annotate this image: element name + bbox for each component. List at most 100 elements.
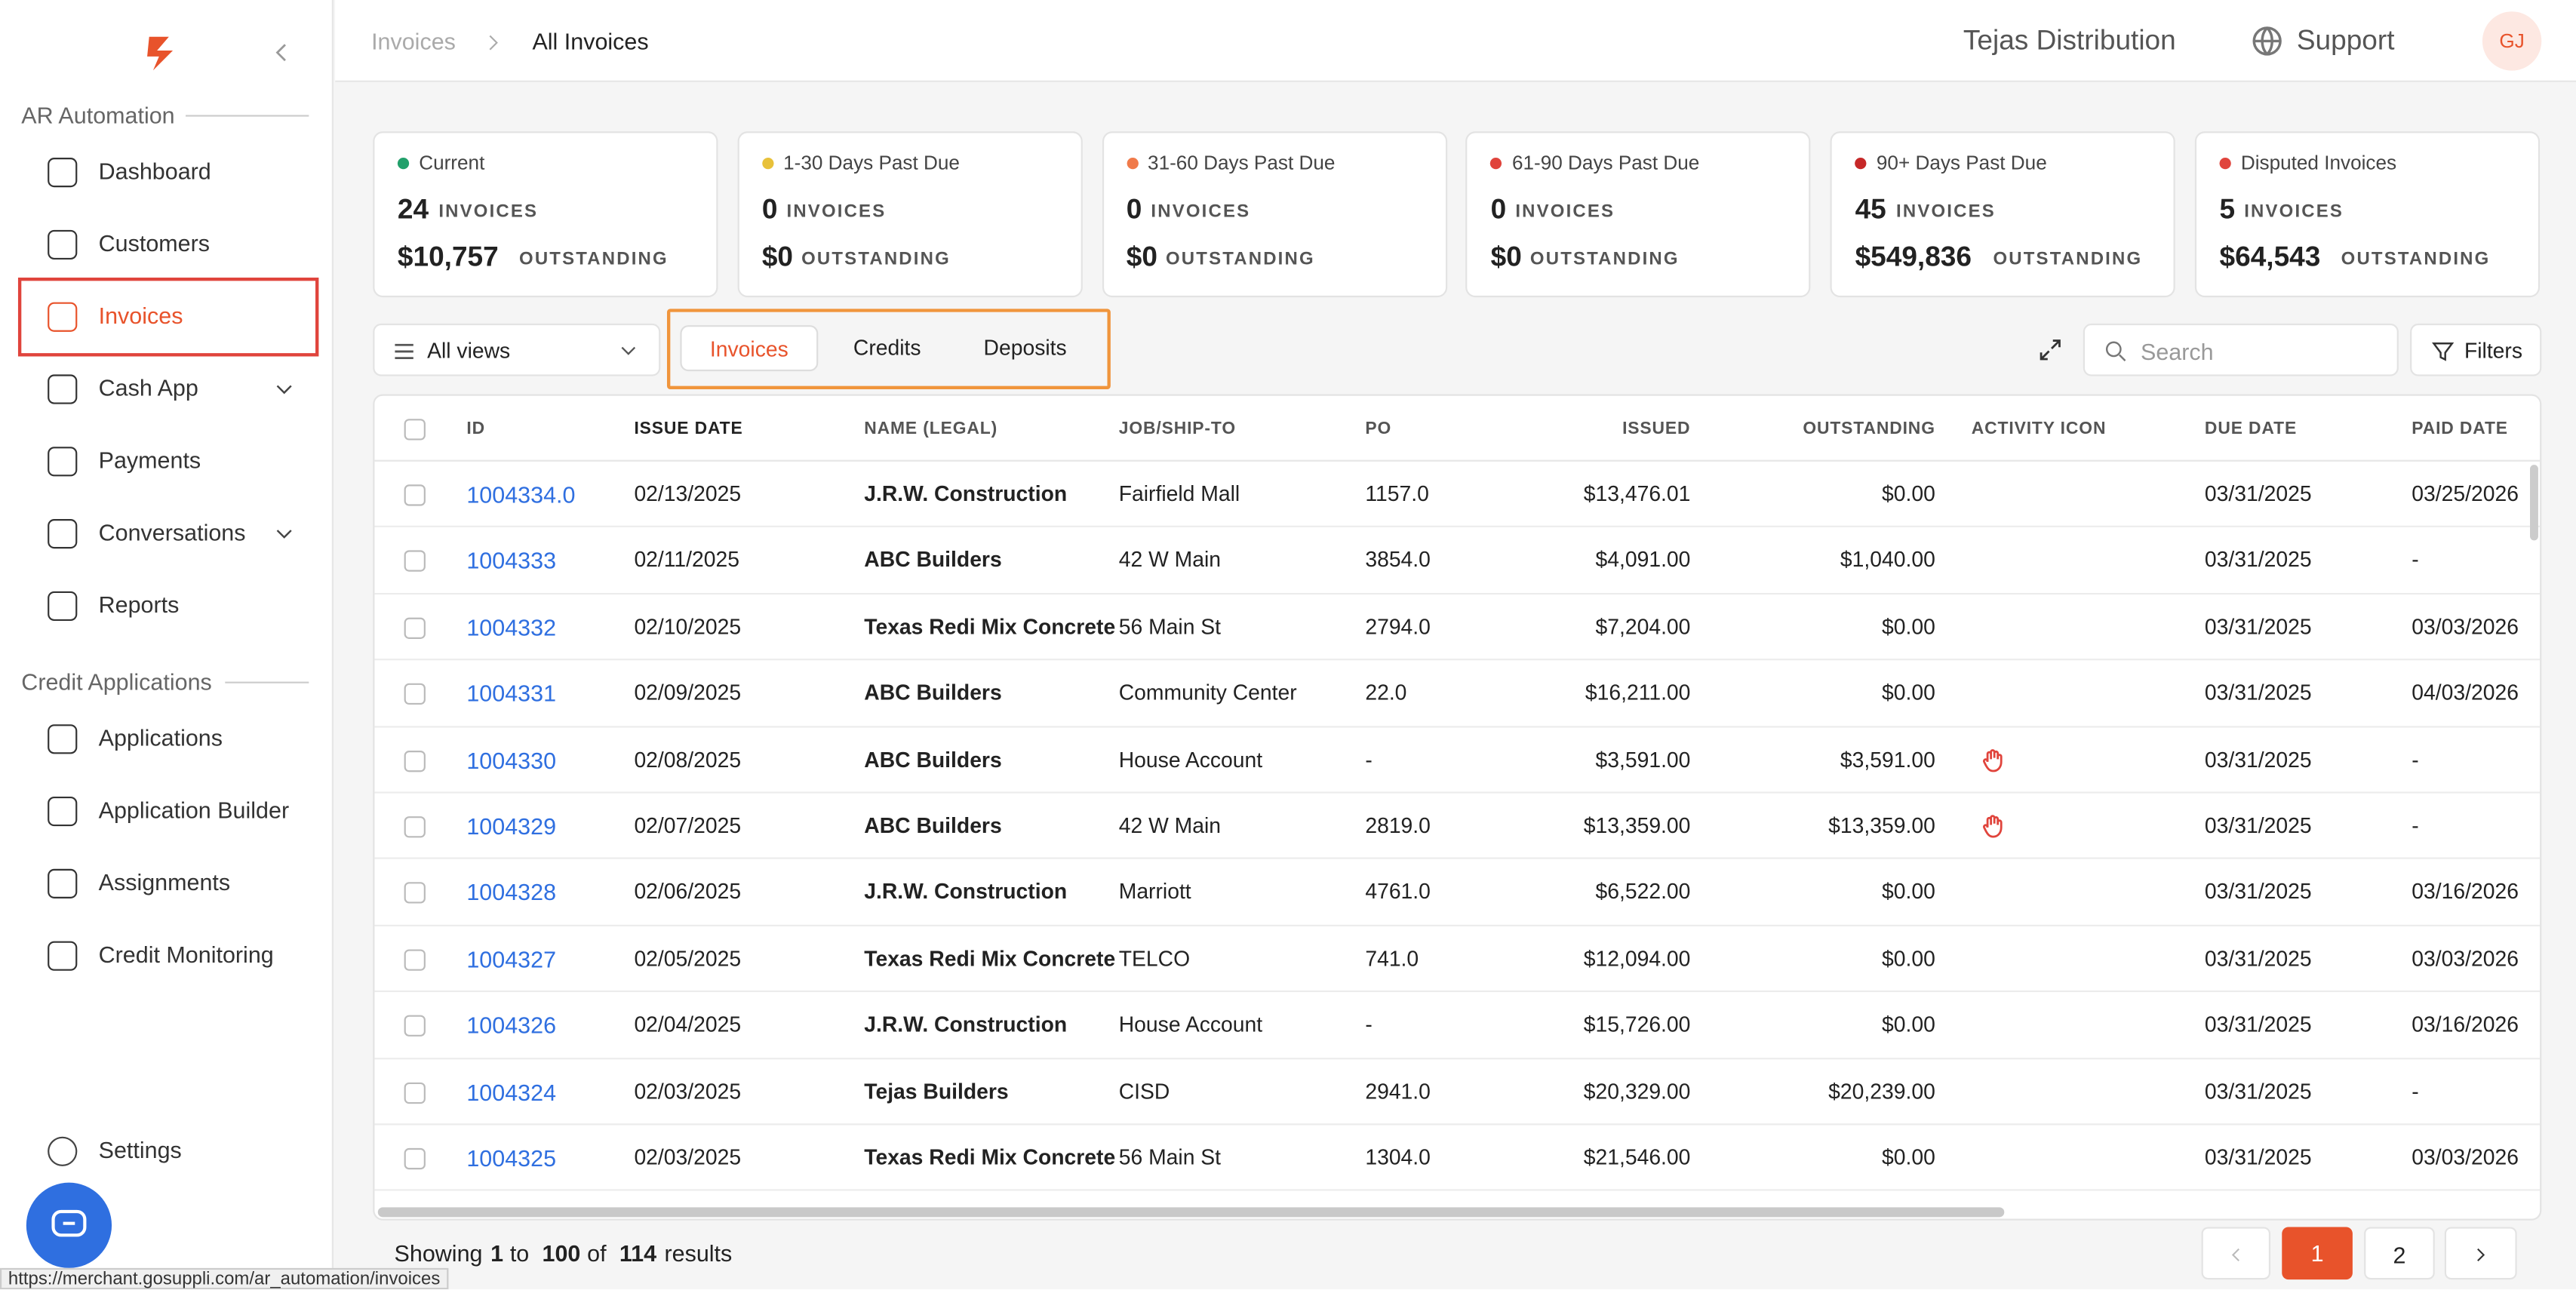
column-header[interactable]: ISSUE DATE bbox=[634, 419, 743, 439]
row-checkbox[interactable] bbox=[404, 1081, 426, 1104]
summary-card[interactable]: 1-30 Days Past Due 0 INVOICES $0 OUTSTANDING bbox=[737, 131, 1083, 298]
invoice-link[interactable]: 1004324 bbox=[466, 1078, 557, 1105]
invoice-link[interactable]: 1004326 bbox=[466, 1012, 557, 1039]
cell: Texas Redi Mix Concrete bbox=[864, 1144, 1116, 1170]
page-button[interactable]: 1 bbox=[2282, 1227, 2353, 1280]
cell: - bbox=[2412, 547, 2419, 573]
row-checkbox[interactable] bbox=[404, 551, 426, 573]
row-checkbox[interactable] bbox=[404, 683, 426, 705]
column-header[interactable]: ID bbox=[466, 419, 485, 439]
nav-item[interactable]: Invoices bbox=[98, 302, 183, 329]
nav-item[interactable]: Settings bbox=[98, 1136, 182, 1163]
cell: Marriott bbox=[1118, 879, 1191, 905]
support-link[interactable]: Support bbox=[2296, 24, 2395, 57]
page-button[interactable]: 2 bbox=[2364, 1227, 2435, 1280]
row-checkbox[interactable] bbox=[404, 484, 426, 506]
tab-label: Credits bbox=[853, 335, 921, 360]
table-row[interactable]: 1004332 02/10/2025 Texas Redi Mix Concrete… bbox=[374, 594, 2541, 661]
card-count: 0 bbox=[761, 193, 778, 226]
summary-card[interactable]: 90+ Days Past Due 45 INVOICES $549,836 OUTST… bbox=[1830, 131, 2176, 298]
nav-icon ico bbox=[48, 724, 78, 754]
invoice-link[interactable]: 1004332 bbox=[466, 613, 557, 640]
row-checkbox[interactable] bbox=[404, 883, 426, 905]
column-header[interactable]: OUTSTANDING bbox=[1803, 419, 1935, 439]
row-checkbox[interactable] bbox=[404, 1147, 426, 1170]
status-url: https://merchant.gosuppli.com/ar_automat… bbox=[0, 1267, 449, 1290]
table-row[interactable]: 1004325 02/03/2025 Texas Redi Mix Concrete… bbox=[374, 1125, 2541, 1192]
cell: 03/31/2025 bbox=[2204, 812, 2312, 838]
nav-item[interactable]: Customers bbox=[98, 229, 211, 256]
nav-item[interactable]: Application Builder bbox=[98, 796, 290, 823]
company-name[interactable]: Tejas Distribution bbox=[1963, 24, 2176, 57]
header-checkbox[interactable] bbox=[404, 419, 426, 441]
view-select[interactable]: All views bbox=[373, 323, 661, 376]
nav-item[interactable]: Assignments bbox=[98, 868, 231, 895]
cell: $21,546.00 bbox=[1583, 1144, 1691, 1170]
nav-item[interactable]: Applications bbox=[98, 724, 223, 751]
invoice-link[interactable]: 1004334.0 bbox=[466, 481, 576, 508]
cell: $0.00 bbox=[1881, 481, 1935, 506]
column-header[interactable]: NAME (LEGAL) bbox=[864, 419, 998, 439]
nav-item[interactable]: Payments bbox=[98, 447, 201, 474]
column-header[interactable]: JOB/SHIP-TO bbox=[1118, 419, 1237, 439]
summary-card[interactable]: 61-90 Days Past Due 0 INVOICES $0 OUTSTANDIN… bbox=[1466, 131, 1812, 298]
column-header[interactable]: DUE DATE bbox=[2204, 419, 2298, 439]
summary-card[interactable]: Disputed Invoices 5 INVOICES $64,543 OUTSTAN… bbox=[2194, 131, 2541, 298]
summary-card[interactable]: Current 24 INVOICES $10,757 OUTSTANDING bbox=[373, 131, 718, 298]
cell: $1,040.00 bbox=[1840, 547, 1935, 573]
column-header[interactable]: PAID DATE bbox=[2412, 419, 2508, 439]
status-dot bbox=[761, 158, 774, 170]
prev-page[interactable] bbox=[2201, 1227, 2271, 1280]
cell: $20,239.00 bbox=[1828, 1078, 1935, 1104]
table-row[interactable]: 1004324 02/03/2025 Tejas Builders CISD 2941.… bbox=[374, 1058, 2541, 1126]
invoice-link[interactable]: 1004329 bbox=[466, 812, 557, 840]
row-checkbox[interactable] bbox=[404, 949, 426, 971]
active-highlight bbox=[17, 277, 319, 357]
cell: $16,211.00 bbox=[1585, 680, 1691, 705]
table-row[interactable]: 1004329 02/07/2025 ABC Builders 42 W Main 28… bbox=[374, 794, 2541, 860]
row-checkbox[interactable] bbox=[404, 617, 426, 639]
breadcrumb-link[interactable]: Invoices bbox=[371, 28, 456, 54]
card-label: Current bbox=[419, 151, 485, 174]
tab[interactable]: Credits bbox=[818, 325, 956, 371]
cell: Community Center bbox=[1118, 680, 1297, 705]
invoice-link[interactable]: 1004328 bbox=[466, 879, 557, 906]
row-checkbox[interactable] bbox=[404, 750, 426, 772]
invoice-link[interactable]: 1004327 bbox=[466, 945, 557, 972]
table-row[interactable]: 1004333 02/11/2025 ABC Builders 42 W Main 38… bbox=[374, 528, 2541, 594]
row-checkbox[interactable] bbox=[404, 816, 426, 838]
cell: 03/31/2025 bbox=[2204, 879, 2312, 905]
nav-item[interactable]: Cash App bbox=[98, 374, 198, 401]
search-box[interactable]: Search bbox=[2083, 323, 2399, 376]
next-page[interactable] bbox=[2444, 1227, 2517, 1280]
filters-button[interactable]: Filters bbox=[2410, 323, 2542, 376]
summary-card[interactable]: 31-60 Days Past Due 0 INVOICES $0 OUTSTANDIN… bbox=[1102, 131, 1447, 298]
cell: $15,726.00 bbox=[1583, 1012, 1691, 1037]
invoice-link[interactable]: 1004333 bbox=[466, 547, 557, 574]
table-row[interactable]: 1004331 02/09/2025 ABC Builders Community C… bbox=[374, 661, 2541, 727]
invoice-link[interactable]: 1004330 bbox=[466, 746, 557, 773]
tab[interactable]: Deposits bbox=[956, 325, 1094, 371]
avatar[interactable]: GJ bbox=[2482, 11, 2542, 71]
table-row[interactable]: 1004328 02/06/2025 J.R.W. Construction Marr… bbox=[374, 860, 2541, 926]
table-row[interactable]: 1004330 02/08/2025 ABC Builders House Accou… bbox=[374, 727, 2541, 794]
table-row[interactable]: 1004334.0 02/13/2025 J.R.W. Construction Fa… bbox=[374, 462, 2541, 528]
nav-item[interactable]: Reports bbox=[98, 591, 180, 618]
nav-item[interactable]: Conversations bbox=[98, 519, 246, 545]
table-row[interactable]: 1004326 02/04/2025 J.R.W. Construction Hous… bbox=[374, 992, 2541, 1059]
column-header[interactable]: ACTIVITY ICON bbox=[1971, 419, 2107, 439]
cell: 03/31/2025 bbox=[2204, 1078, 2312, 1104]
status-dot bbox=[2219, 158, 2231, 170]
invoice-link[interactable]: 1004331 bbox=[466, 680, 557, 707]
cell: ABC Builders bbox=[864, 680, 1002, 705]
nav-item[interactable]: Credit Monitoring bbox=[98, 941, 274, 968]
tab[interactable]: Invoices bbox=[680, 325, 819, 372]
row-checkbox[interactable] bbox=[404, 1015, 426, 1037]
column-header[interactable]: PO bbox=[1365, 419, 1392, 439]
table-row[interactable]: 1004327 02/05/2025 Texas Redi Mix Concrete… bbox=[374, 926, 2541, 993]
cell: $13,359.00 bbox=[1583, 812, 1691, 838]
nav-item[interactable]: Dashboard bbox=[98, 158, 211, 184]
column-header[interactable]: ISSUED bbox=[1622, 419, 1691, 439]
invoice-link[interactable]: 1004325 bbox=[466, 1144, 557, 1172]
sidebar: AR Automation Dashboard Customers Invoices C… bbox=[0, 0, 334, 1290]
